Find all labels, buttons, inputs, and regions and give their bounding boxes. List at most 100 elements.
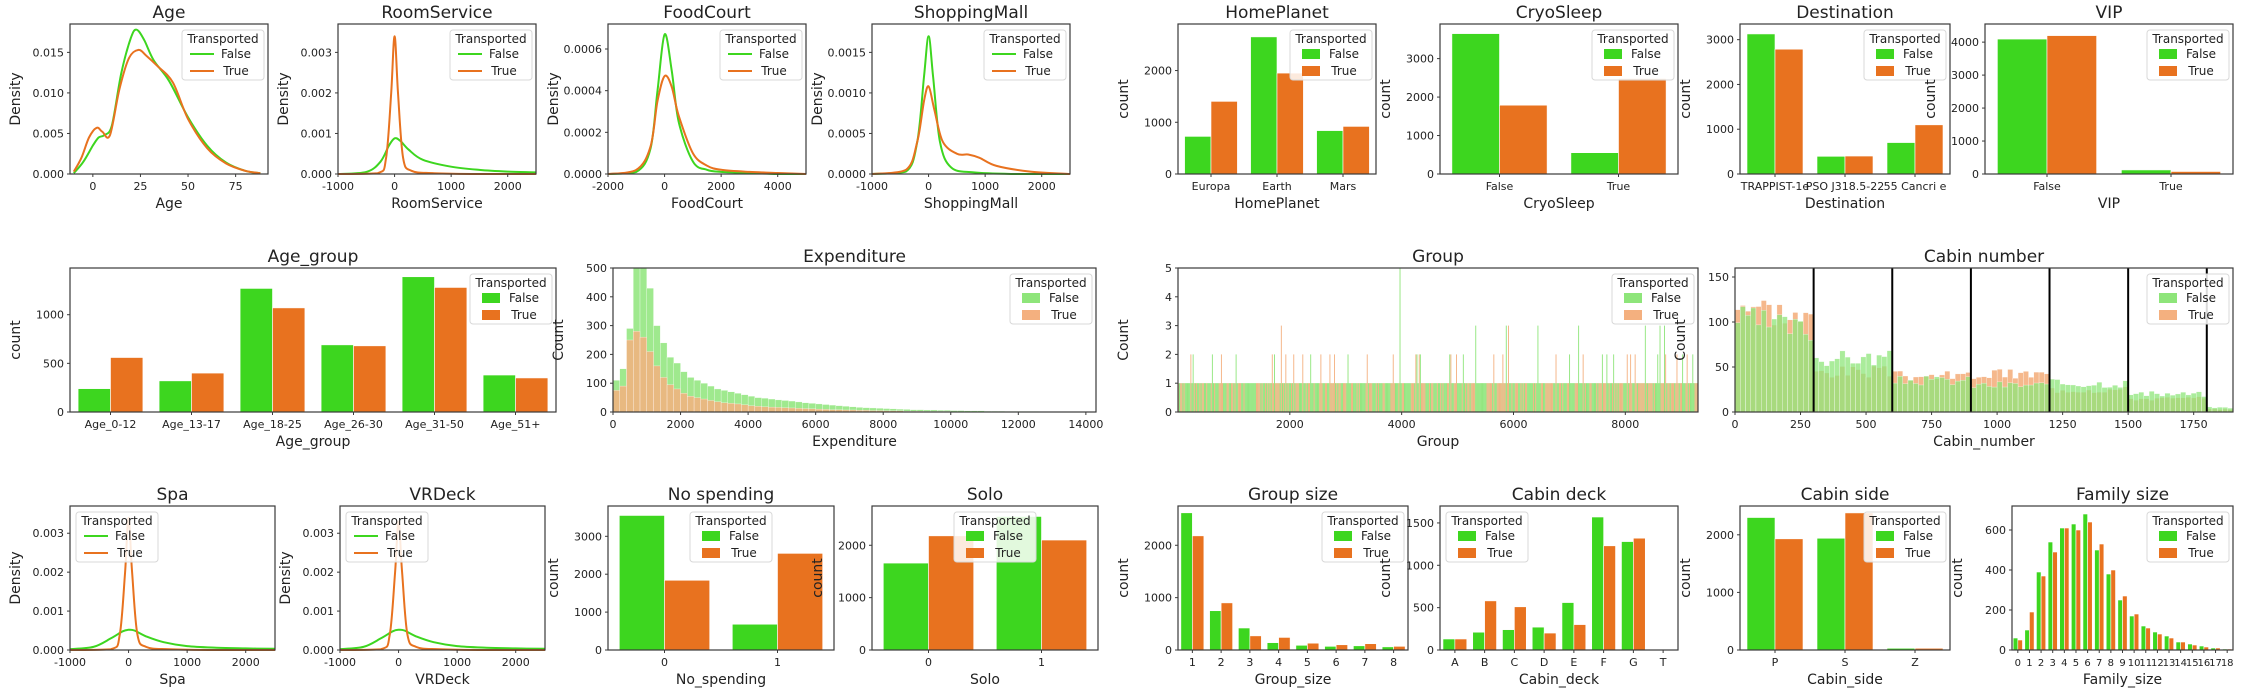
y-tick-label: 1000 [1706,123,1734,136]
hist-bar-false [1987,386,1992,412]
hist-bar-true [1636,383,1637,412]
bar-false [78,389,110,412]
hist-bar-true [1450,354,1451,412]
legend-title: Transported [474,276,546,290]
hist-bar-false [1187,383,1188,412]
y-tick-label: 500 [1413,602,1434,615]
x-tick-label: 250 [1790,418,1811,431]
y-axis-label: Count [1116,319,1132,361]
hist-bar-false [1355,383,1356,412]
chart-title: Age [153,3,186,23]
legend-title: Transported [1596,32,1668,46]
x-tick-label: 1 [2026,658,2032,669]
hist-bar-true [1601,383,1602,412]
hist-bar-false [1761,310,1766,412]
bar-false [2164,636,2169,650]
hist-bar-false [1218,383,1219,412]
hist-bar-false [1692,354,1693,412]
hist-bar-false [1524,383,1525,412]
hist-bar-true [1351,383,1352,412]
x-tick-label: C [1511,656,1519,669]
hist-bar-false [1787,334,1792,412]
hist-bar-false [1544,383,1545,412]
legend-swatch [2159,293,2177,303]
bar-false [321,345,353,412]
hist-bar-false [1405,383,1406,412]
hist-bar-false [1955,381,1960,412]
bar-true [273,308,305,412]
chart-title: RoomService [381,3,492,23]
legend-label: True [1632,64,1659,78]
x-tick-label: 0 [925,656,932,669]
hist-bar-false [1882,357,1887,412]
bar-false [483,375,515,412]
hist-bar-true [687,396,694,412]
hist-bar-false [1248,383,1249,412]
legend-label: False [2186,291,2216,305]
hist-bar-false [1324,383,1325,412]
hist-bar-true [1577,383,1578,412]
chart-title: Age_group [268,247,359,267]
x-tick-label: 25 [133,180,147,193]
bar-false [1251,37,1277,174]
hist-bar-false [2029,385,2034,412]
hist-bar-true [1490,383,1491,412]
legend-label: True [760,64,787,78]
legend-swatch [1876,531,1894,541]
hist-bar-true [1669,383,1670,412]
y-tick-label: 1000 [36,309,64,322]
hist-bar-true [1440,383,1441,412]
hist-bar-false [1563,383,1564,412]
hist-bar-false [1204,383,1205,412]
bar-false [2048,542,2053,650]
hist-bar-false [1216,383,1217,412]
hist-bar-false [1645,326,1646,412]
hist-bar-false [1484,383,1485,412]
x-tick-label: 0 [125,656,132,669]
hist-bar-true [1567,383,1568,412]
x-tick-label: 750 [1921,418,1942,431]
hist-bar-false [1417,354,1418,412]
hist-bar-false [1981,383,1986,412]
hist-bar-false [1401,383,1402,412]
bar-false [1317,131,1343,174]
hist-bar-false [1903,384,1908,412]
hist-bar-false [1445,383,1446,412]
y-tick-label: 1000 [1706,586,1734,599]
hist-bar-true [1220,383,1221,412]
hist-bar-false [1362,383,1363,412]
y-tick-label: 3000 [1406,53,1434,66]
y-tick-label: 0 [57,406,64,419]
hist-bar-false [1433,383,1434,412]
hist-bar-false [2086,386,2091,412]
x-tick-label: 9 [2119,658,2125,669]
hist-bar-true [694,398,701,412]
hist-bar-true [708,400,715,412]
hist-bar-false [1459,383,1460,412]
hist-bar-false [1193,354,1194,412]
hist-bar-true [1429,383,1430,412]
hist-bar-false [1337,383,1338,412]
y-axis-label: count [1678,79,1694,119]
hist-bar-false [1179,383,1180,412]
hist-bar-false [2149,391,2154,412]
x-tick-label: 2 [1218,656,1225,669]
y-tick-label: 0 [600,406,607,419]
hist-bar-true [1412,383,1413,412]
hist-bar-true [1525,383,1526,412]
hist-bar-true [1627,354,1628,412]
hist-bar-false [1290,383,1291,412]
y-tick-label: 2000 [574,568,602,581]
bar-false [402,277,434,412]
hist-bar-true [1448,383,1449,412]
bar-false [2013,638,2018,650]
hist-bar-true [1222,383,1223,412]
bar-false [1267,643,1279,650]
hist-bar-true [1465,383,1466,412]
hist-bar-false [1580,383,1581,412]
legend-swatch [2159,548,2177,558]
hist-bar-false [1197,383,1198,412]
